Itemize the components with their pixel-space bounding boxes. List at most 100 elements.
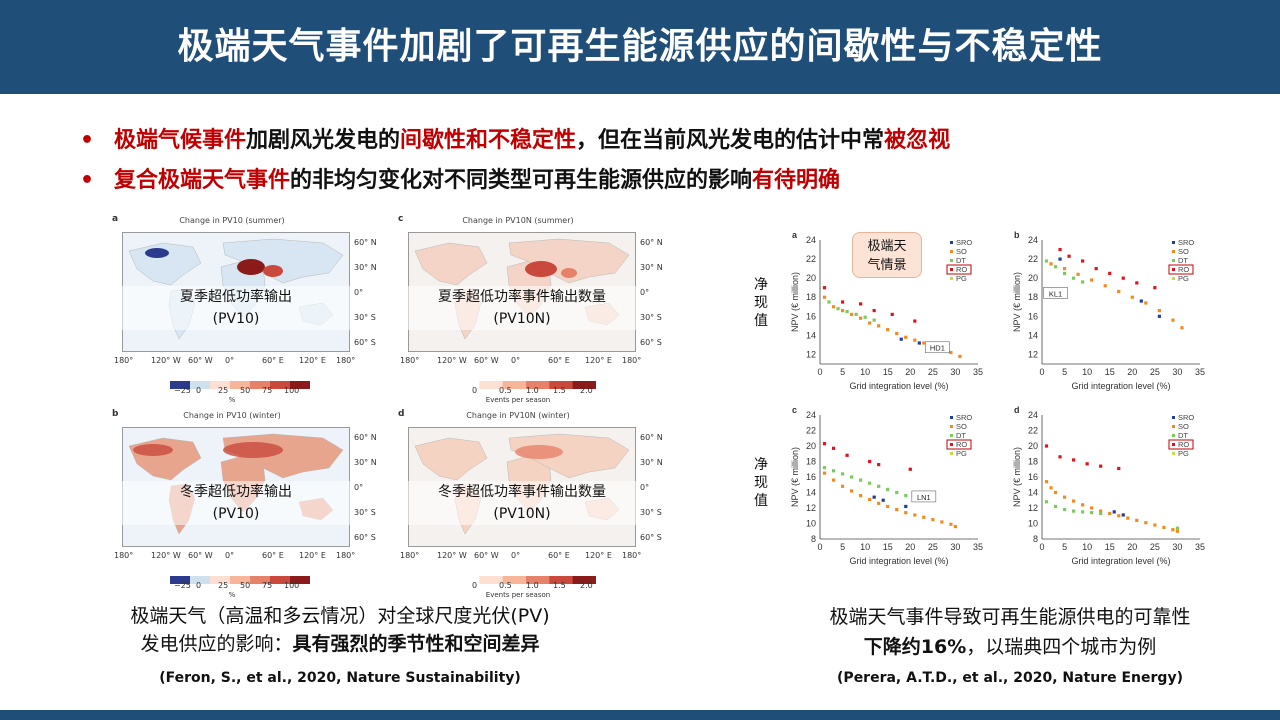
map-hotspot <box>525 261 557 277</box>
data-point-so <box>940 520 944 524</box>
colorbar-tick-label: −25 <box>174 386 191 395</box>
data-point-so <box>1103 284 1107 288</box>
legend-marker <box>1172 268 1175 271</box>
data-point-so <box>1108 511 1112 516</box>
data-point-so <box>840 484 845 488</box>
map-lat-label: 30° N <box>640 458 663 467</box>
map-colorbar <box>456 374 597 389</box>
colorbar-tick-label: 75 <box>262 386 273 395</box>
map-lon-label: 120° E <box>299 356 326 365</box>
map-colorbar <box>170 374 311 389</box>
legend-label: RO <box>1178 440 1189 449</box>
map-lat-label: 30° N <box>640 263 663 272</box>
legend-label: DT <box>1178 256 1188 265</box>
chart-panel-letter: a <box>792 230 798 240</box>
page-title: 极端天气事件加剧了可再生能源供应的间歇性与不稳定性 <box>177 26 1103 67</box>
x-tick-label: 20 <box>1127 542 1137 552</box>
legend-highlight-box <box>946 264 972 275</box>
data-point-so <box>1171 318 1175 322</box>
npv-side-label-bottom: 净 现 值 <box>752 456 770 510</box>
side-label-char: 现 <box>754 475 768 491</box>
legend-highlight-box <box>946 439 972 450</box>
colorbar-swatch <box>210 576 231 584</box>
map-panel: c Change in PV10N (summer) 夏季超低功率事件输出数量 (PV… <box>398 214 678 409</box>
colorbar-swatch <box>190 381 211 389</box>
data-point-ro <box>872 308 876 313</box>
data-point-sro <box>917 341 921 345</box>
colorbar-tick-label: 25 <box>218 581 229 590</box>
map-hotspot <box>223 442 283 458</box>
data-point-so <box>1117 289 1121 294</box>
x-tick-label: 10 <box>860 542 870 552</box>
x-tick-label: 0 <box>817 367 822 377</box>
y-tick-label: 12 <box>1028 349 1038 359</box>
map-caption: 夏季超低功率输出 (PV10) <box>122 286 350 330</box>
map-hotspot <box>515 445 563 459</box>
data-point-so <box>1062 495 1067 499</box>
legend-marker <box>950 443 953 446</box>
data-point-dt <box>1081 280 1085 284</box>
y-tick-label: 14 <box>1028 488 1038 498</box>
y-tick-label: 22 <box>806 426 816 436</box>
legend-marker <box>950 425 953 428</box>
colorbar-swatch <box>456 576 480 584</box>
map-lon-label: 180° <box>622 551 642 560</box>
data-point-sro <box>1157 314 1161 318</box>
data-point-dt <box>868 481 872 485</box>
colorbar-swatch <box>230 381 251 389</box>
y-tick-label: 16 <box>1028 472 1038 482</box>
data-point-ro <box>859 302 863 306</box>
data-point-ro <box>1121 276 1125 280</box>
map-lat-label: 60° S <box>354 338 376 347</box>
colorbar-tick-label: 25 <box>218 386 229 395</box>
data-point-so <box>1162 525 1166 529</box>
legend-label: DT <box>956 256 966 265</box>
colorbar-swatch <box>290 576 311 584</box>
data-point-dt <box>1099 511 1103 516</box>
data-point-so <box>1076 272 1080 276</box>
y-tick-label: 18 <box>1028 292 1038 302</box>
y-tick-label: 22 <box>806 254 816 264</box>
data-point-ro <box>1072 458 1076 462</box>
colorbar-tick-label: 0.5 <box>499 581 512 590</box>
x-axis-label: Grid integration level (%) <box>849 381 948 391</box>
map-landmass-north-america <box>128 437 202 481</box>
legend-label: SRO <box>1178 238 1194 247</box>
map-panel-letter: a <box>112 214 119 224</box>
data-point-so <box>1081 503 1085 507</box>
x-axis-label: Grid integration level (%) <box>1071 381 1170 391</box>
map-panel-letter: d <box>398 409 405 419</box>
colorbar-swatch <box>210 381 231 389</box>
map-colorbar <box>170 569 311 584</box>
left-citation: (Feron, S., et al., 2020, Nature Sustain… <box>159 670 521 686</box>
npv-scatter-chart: b 12 14 16 18 20 22 24 0 5 10 15 20 25 30 35 Grid integr… <box>1012 230 1205 391</box>
legend-highlight-box <box>1168 439 1194 450</box>
data-point-so <box>895 507 899 512</box>
data-point-dt <box>845 309 849 314</box>
y-tick-label: 20 <box>1028 441 1038 451</box>
data-point-so <box>886 504 890 509</box>
left-figure-caption: 极端天气（高温和多云情况）对全球尺度光伏(PV) 发电供应的影响：具有强烈的季节… <box>90 602 590 658</box>
data-point-sro <box>1139 299 1143 303</box>
data-point-dt <box>1053 265 1058 269</box>
map-lon-label: 180° <box>400 551 420 560</box>
map-panel: a Change in PV10 (summer) 夏季超低功率输出 (PV10) 60… <box>112 214 392 409</box>
map-caption: 冬季超低功率输出 (PV10) <box>122 481 350 525</box>
x-tick-label: 25 <box>928 367 938 377</box>
data-point-sro <box>899 337 903 341</box>
data-point-so <box>868 497 872 502</box>
y-tick-label: 14 <box>806 488 816 498</box>
x-tick-label: 30 <box>950 367 960 377</box>
x-tick-label: 25 <box>1150 542 1160 552</box>
map-lon-label: 60° W <box>188 551 213 560</box>
legend-marker <box>950 268 953 271</box>
data-point-so <box>958 354 962 358</box>
data-point-ro <box>913 319 917 323</box>
annotation-label: LN1 <box>917 493 931 502</box>
data-point-so <box>949 522 953 526</box>
map-lat-label: 60° N <box>640 433 663 442</box>
x-tick-label: 0 <box>817 542 822 552</box>
colorbar-tick-label: 0 <box>472 581 478 590</box>
colorbar-swatch <box>250 576 271 584</box>
data-point-sro <box>1121 513 1125 517</box>
